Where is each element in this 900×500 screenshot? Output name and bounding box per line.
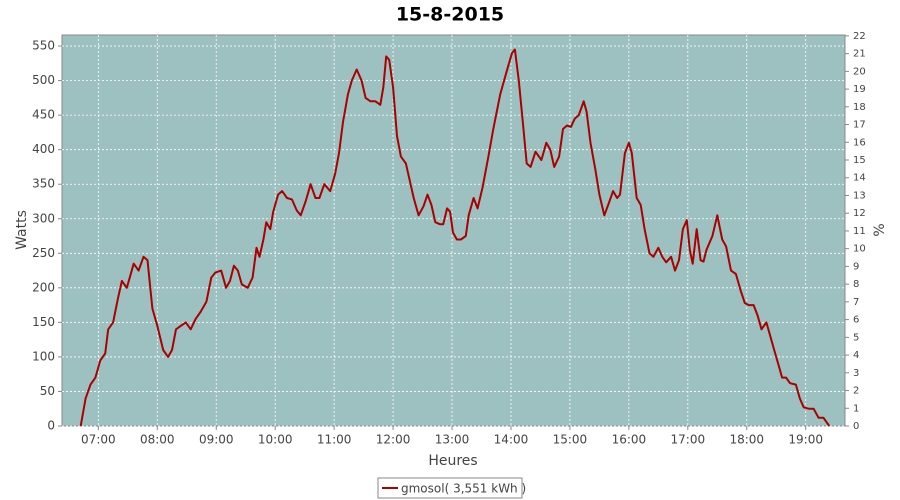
y-tick-label: 150 (32, 315, 55, 329)
x-tick-label: 12:00 (376, 433, 411, 447)
y2-tick-label: 21 (853, 49, 866, 60)
y2-tick-label: 0 (853, 421, 859, 432)
y-tick-label: 500 (32, 73, 55, 87)
y2-tick-label: 13 (853, 190, 866, 201)
x-tick-label: 08:00 (140, 433, 175, 447)
y2-tick-label: 19 (853, 84, 866, 95)
data-line (79, 48, 831, 427)
y-tick-label: 400 (32, 142, 55, 156)
x-tick-label: 07:00 (81, 433, 116, 447)
x-tick-label: 10:00 (258, 433, 293, 447)
x-tick-label: 14:00 (494, 433, 529, 447)
y-tick-label: 50 (40, 384, 55, 398)
y2-tick-label: 11 (853, 226, 866, 237)
y2-tick-label: 17 (853, 120, 866, 131)
y2-tick-label: 16 (853, 137, 866, 148)
y-tick-label: 450 (32, 108, 55, 122)
y2-tick-label: 4 (853, 350, 859, 361)
legend-label: gmosol( 3,551 kWh ) (401, 482, 526, 496)
y2-tick-label: 8 (853, 279, 859, 290)
y2-tick-label: 5 (853, 332, 859, 343)
y2-tick-label: 14 (853, 173, 866, 184)
y2-tick-label: 10 (853, 244, 866, 255)
y2-tick-label: 22 (853, 31, 866, 42)
y-tick-label: 350 (32, 177, 55, 191)
y2-tick-label: 7 (853, 297, 859, 308)
y2-tick-label: 3 (853, 368, 859, 379)
y-tick-label: 300 (32, 211, 55, 225)
chart-title: 15-8-2015 (396, 4, 504, 26)
y-tick-label: 250 (32, 246, 55, 260)
legend-box (377, 477, 523, 499)
x-tick-label: 15:00 (553, 433, 588, 447)
x-tick-label: 11:00 (317, 433, 352, 447)
y2-tick-label: 18 (853, 102, 866, 113)
x-axis-label: Heures (428, 453, 477, 469)
y2-tick-label: 9 (853, 261, 859, 272)
y2-tick-label: 20 (853, 66, 866, 77)
y-tick-label: 200 (32, 280, 55, 294)
x-tick-label: 19:00 (788, 433, 823, 447)
y2-tick-label: 2 (853, 386, 859, 397)
x-tick-label: 09:00 (199, 433, 234, 447)
y2-axis-label: % (872, 223, 888, 236)
y-axis-label: Watts (14, 210, 30, 250)
y2-tick-label: 6 (853, 315, 859, 326)
y2-tick-label: 12 (853, 208, 866, 219)
x-tick-label: 16:00 (612, 433, 647, 447)
x-tick-label: 18:00 (729, 433, 764, 447)
y-tick-label: 100 (32, 349, 55, 363)
y2-tick-label: 1 (853, 403, 859, 414)
y-tick-label: 550 (32, 39, 55, 53)
y2-tick-label: 15 (853, 155, 866, 166)
y-tick-label: 0 (47, 419, 55, 433)
x-tick-label: 13:00 (435, 433, 470, 447)
x-tick-label: 17:00 (671, 433, 706, 447)
